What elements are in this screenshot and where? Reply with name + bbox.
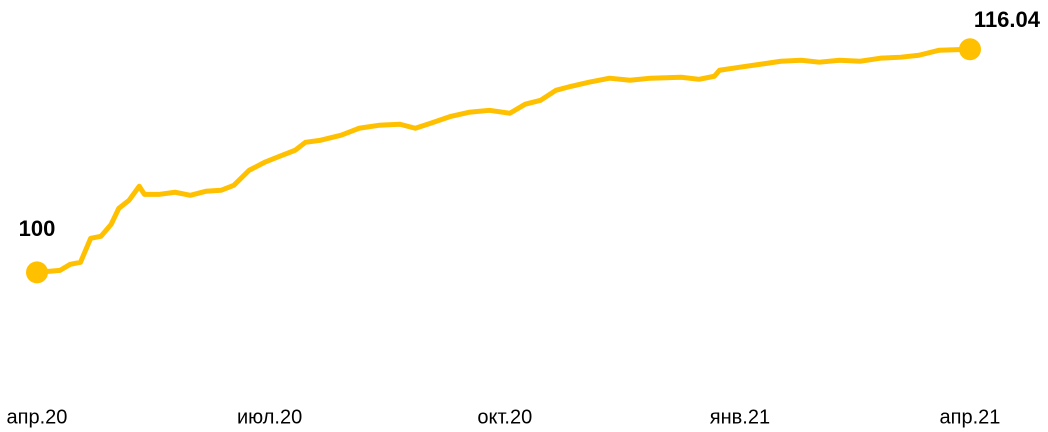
x-tick-label: окт.20 (477, 406, 532, 428)
data-label: 116.04 (974, 7, 1041, 32)
data-label: 100 (19, 216, 56, 241)
end-marker (959, 38, 981, 61)
end-marker (26, 261, 48, 284)
x-tick-label: апр.20 (7, 406, 68, 428)
x-tick-label: июл.20 (237, 406, 302, 428)
line (36, 46, 971, 275)
x-tick-label: апр.21 (940, 406, 1001, 428)
x-tick-label: янв.21 (710, 406, 770, 428)
